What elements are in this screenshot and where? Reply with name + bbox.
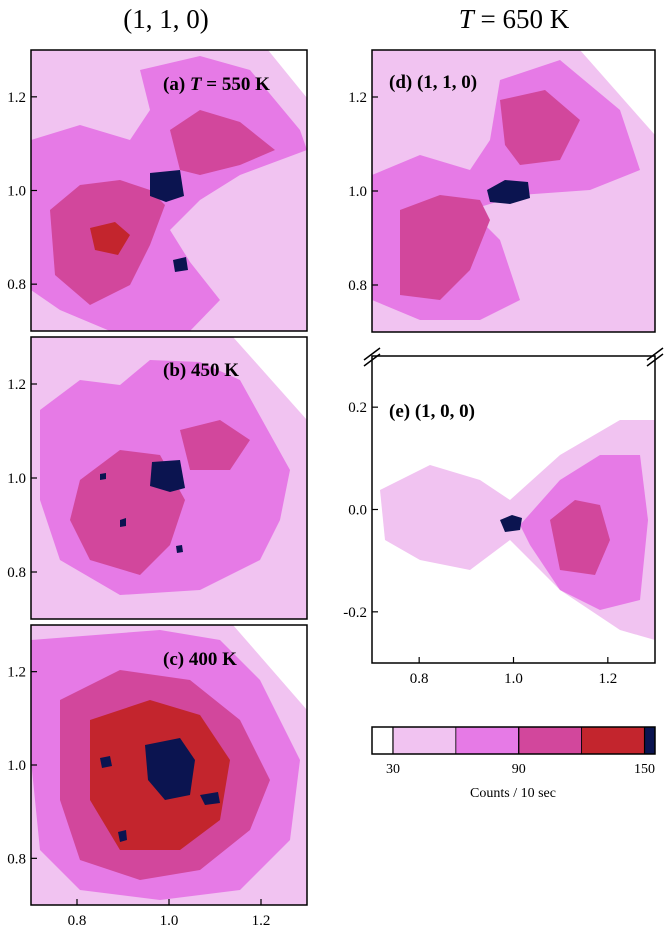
y-tick-label: 1.0 [348, 184, 367, 200]
y-tick-label: 1.0 [7, 758, 26, 774]
colorbar-segment [581, 726, 645, 755]
panel-d-label: (d) (1, 1, 0) [389, 72, 477, 93]
panel-d-level-navy-peak [487, 180, 530, 204]
x-tick-label: 0.8 [68, 913, 87, 929]
panel-b: (b) 450 K 0.8 1.0 1.2 [7, 336, 308, 620]
colorbar: 30 90 150 Counts / 10 sec [371, 726, 656, 801]
y-tick-label: 1.2 [7, 377, 26, 393]
panel-e-x-axis: 0.8 1.0 1.2 [410, 657, 617, 687]
panel-c-level-navy-spot-1 [100, 756, 112, 768]
panel-a-level-magenta-2 [170, 110, 275, 175]
panel-b-level-navy-spot-1 [100, 473, 106, 480]
panel-d-level-magenta-1 [400, 195, 490, 300]
y-tick-label: 0.8 [348, 278, 367, 294]
panel-e-level-navy-peak [500, 515, 522, 532]
colorbar-tick-label: 30 [386, 762, 400, 777]
colorbar-ticks: 30 90 150 [386, 727, 655, 777]
panel-d-level-magenta-2 [500, 90, 580, 165]
colorbar-segments [371, 726, 656, 755]
x-tick-label: 1.2 [598, 671, 617, 687]
panel-a-label: (a) T = 550 K [163, 74, 270, 95]
panel-e-label: (e) (1, 0, 0) [389, 401, 475, 422]
panel-b-level-magenta-2 [180, 420, 250, 470]
panel-c: (c) 400 K 0.8 1.0 1.2 0.8 1.0 1.2 [7, 624, 308, 929]
panel-d: (d) (1, 1, 0) 0.8 1.0 1.2 [348, 49, 656, 333]
panel-a: (a) T = 550 K 0.8 1.0 1.2 [7, 49, 308, 332]
panel-c-level-navy-spot-3 [118, 830, 127, 842]
y-tick-label: 1.2 [7, 665, 26, 681]
colorbar-tick-label: 90 [512, 762, 526, 777]
x-tick-label: 0.8 [410, 671, 429, 687]
x-tick-label: 1.0 [504, 671, 523, 687]
panel-e-level-magenta [550, 500, 610, 575]
x-tick-label: 1.2 [252, 913, 271, 929]
panel-b-y-axis: 0.8 1.0 1.2 [7, 377, 37, 581]
x-tick-label: 1.0 [160, 913, 179, 929]
panel-a-y-axis: 0.8 1.0 1.2 [7, 90, 37, 293]
panel-a-level-crimson [90, 222, 130, 255]
colorbar-segment [371, 726, 394, 755]
colorbar-segment [644, 726, 656, 755]
panel-c-level-navy-spot-2 [200, 792, 220, 805]
panel-c-label: (c) 400 K [163, 649, 237, 670]
header-right: T = 650 K [459, 4, 570, 34]
colorbar-title: Counts / 10 sec [470, 786, 556, 801]
y-tick-label: 1.2 [348, 90, 367, 106]
y-tick-label: -0.2 [343, 605, 367, 621]
header-left: (1, 1, 0) [123, 4, 208, 34]
header-right-var: T [459, 4, 476, 34]
y-tick-label: 0.8 [7, 565, 26, 581]
panel-c-level-navy-peak [145, 738, 195, 800]
y-tick-label: 1.0 [7, 471, 26, 487]
y-tick-label: 0.8 [7, 277, 26, 293]
panel-c-y-axis: 0.8 1.0 1.2 [7, 665, 37, 867]
panel-c-x-axis: 0.8 1.0 1.2 [68, 899, 271, 929]
y-tick-label: 0.8 [7, 851, 26, 867]
panel-e-y-axis: -0.2 0.0 0.2 [343, 400, 378, 621]
y-tick-label: 0.2 [348, 400, 367, 416]
colorbar-segment [392, 726, 457, 755]
colorbar-segment [518, 726, 583, 755]
colorbar-segment [455, 726, 520, 755]
panel-e: (e) (1, 0, 0) -0.2 0.0 0.2 0.8 1.0 1.2 [343, 355, 656, 687]
panel-d-y-axis: 0.8 1.0 1.2 [348, 90, 378, 294]
colorbar-tick-label: 150 [634, 762, 655, 777]
panel-a-level-navy-spot [173, 257, 188, 272]
panel-b-level-navy-spot-3 [176, 545, 183, 553]
header-right-rest: = 650 K [474, 4, 570, 34]
panel-b-level-navy-peak [150, 460, 185, 492]
panel-a-level-navy-peak [150, 170, 184, 202]
panel-b-level-navy-spot-2 [120, 518, 126, 527]
y-tick-label: 1.0 [7, 184, 26, 200]
y-tick-label: 0.0 [348, 503, 367, 519]
y-tick-label: 1.2 [7, 90, 26, 106]
panel-b-label: (b) 450 K [163, 360, 239, 381]
